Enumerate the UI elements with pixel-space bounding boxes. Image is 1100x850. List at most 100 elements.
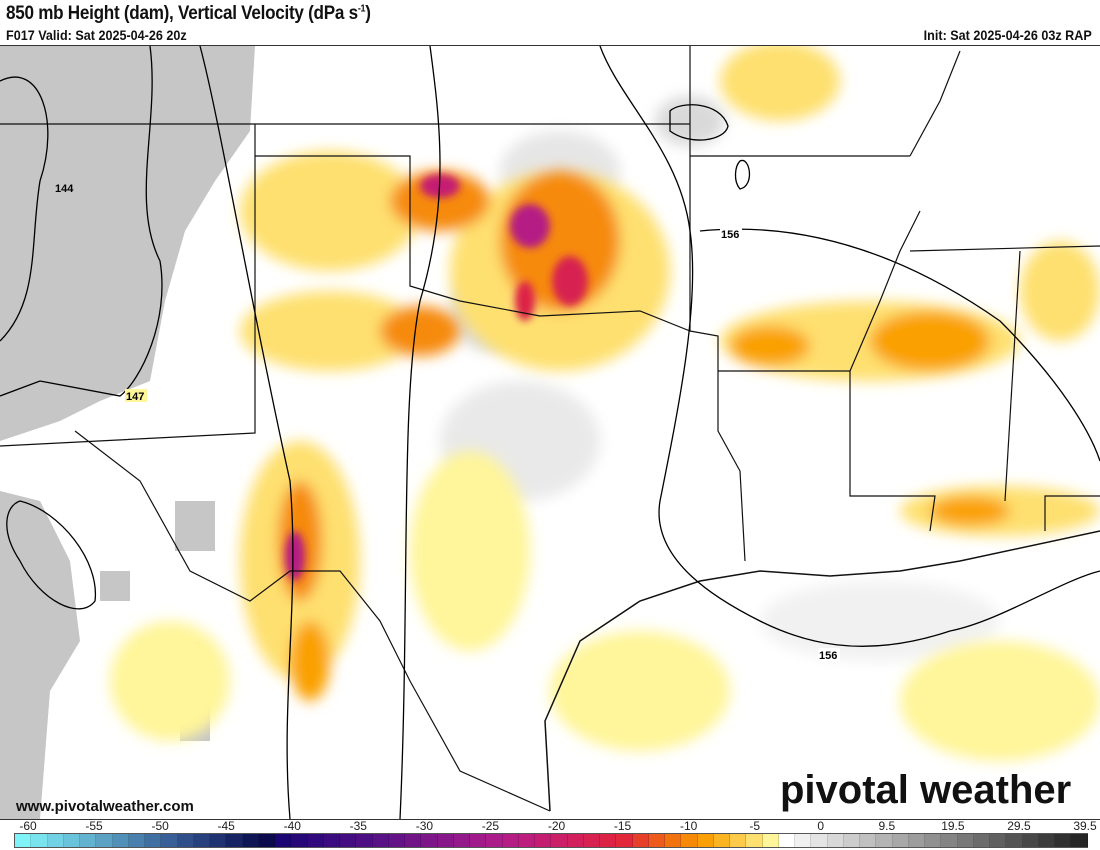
colorbar-swatch [908,834,925,847]
colorbar-swatch [730,834,747,847]
valid-time: F017 Valid: Sat 2025-04-26 20z [6,27,187,43]
ascent-areas [110,46,1100,761]
height-contours [0,46,1100,819]
colorbar-swatch [323,834,340,847]
colorbar-swatch [63,834,80,847]
init-time: Init: Sat 2025-04-26 03z RAP [923,27,1092,43]
colorbar-swatch [15,834,32,847]
title-close: ) [365,3,371,24]
colorbar-swatch [128,834,145,847]
colorbar-tick-label: -40 [283,819,301,833]
contour-labels: 144 147 156 156 [54,181,840,662]
colorbar-swatch [876,834,893,847]
colorbar-swatch [681,834,698,847]
colorbar-swatch [226,834,243,847]
title-superscript: -1 [357,3,366,15]
colorbar-swatch [827,834,844,847]
colorbar-swatch [486,834,503,847]
colorbar-swatch [80,834,97,847]
colorbar-swatch [1006,834,1023,847]
colorbar-swatch [941,834,958,847]
contour-label-147: 147 [126,391,144,403]
colorbar-swatch [405,834,422,847]
title-text: 850 mb Height (dam), Vertical Velocity (… [6,3,358,24]
colorbar-swatch [648,834,665,847]
contour-label-156: 156 [721,229,739,241]
contour-label-156-south: 156 [819,650,837,662]
colorbar-swatch [973,834,990,847]
map-canvas: 144 147 156 156 [0,46,1100,819]
colorbar-tick-label: -5 [749,819,761,833]
colorbar-swatch [1038,834,1055,847]
contour-label-144: 144 [55,183,74,195]
colorbar-swatch [616,834,633,847]
colorbar-swatch [210,834,227,847]
colorbar-swatch [275,834,292,847]
colorbar-swatch [470,834,487,847]
colorbar-swatch [632,834,649,847]
colorbar-swatch [388,834,405,847]
colorbar-tick-label: -50 [151,819,169,833]
colorbar-swatch [307,834,324,847]
colorbar-swatch [583,834,600,847]
colorbar-tick-label: -10 [679,819,698,833]
colorbar-swatch [567,834,584,847]
colorbar-swatch [795,834,812,847]
colorbar-swatch [161,834,178,847]
colorbar-tick-label: -60 [19,819,37,833]
pivotal-weather-logo: pivotal weather [780,768,1072,812]
colorbar-swatch [811,834,828,847]
colorbar-tick-label: 0 [817,819,825,833]
colorbar-swatch [372,834,389,847]
colorbar-tick-label: -30 [415,819,434,833]
colorbar-swatch [112,834,129,847]
colorbar-swatch [697,834,714,847]
colorbar-swatch [665,834,682,847]
colorbar-tick-label: 19.5 [941,819,965,833]
colorbar-swatch [762,834,779,847]
colorbar-swatch [778,834,795,847]
colorbar-swatch [453,834,470,847]
colorbar-swatch [31,834,48,847]
colorbar-swatch [356,834,373,847]
colorbar-swatch [437,834,454,847]
colorbar-tick-label: -55 [85,819,103,833]
colorbar-tick-label: 9.5 [878,819,896,833]
colorbar-swatch [551,834,568,847]
colorbar-tick-label: -15 [613,819,632,833]
colorbar-swatch [600,834,617,847]
colorbar-swatch [843,834,860,847]
colorbar-swatch [193,834,210,847]
map-title: 850 mb Height (dam), Vertical Velocity (… [6,3,371,25]
colorbar-swatch [47,834,64,847]
weather-map[interactable]: 144 147 156 156 www.pivotalweather.com p… [0,45,1100,820]
colorbar-swatch [1071,834,1088,847]
colorbar-swatch [957,834,974,847]
colorbar-tick-label: -25 [481,819,500,833]
website-watermark: www.pivotalweather.com [16,798,194,815]
colorbar-swatch [518,834,535,847]
colorbar-swatch [860,834,877,847]
colorbar-swatch [990,834,1007,847]
colorbar-swatch [145,834,162,847]
colorbar-swatch [1022,834,1039,847]
colorbar-swatch [421,834,438,847]
colorbar-swatch [242,834,259,847]
colorbar-labels: -60 -55 -50 -45 -40 -35 -30 -25 -20 -15 -10 -5 0 9.5 1… [0,819,1100,833]
colorbar-swatch [1055,834,1072,847]
colorbar-tick-label: 29.5 [1007,819,1031,833]
colorbar-tick-label: -20 [547,819,566,833]
colorbar-swatch [177,834,194,847]
colorbar-swatch [535,834,552,847]
colorbar-swatch [502,834,519,847]
colorbar-swatch [713,834,730,847]
colorbar-swatch [340,834,357,847]
colorbar-tick-label: -35 [349,819,367,833]
state-borders [0,46,1100,812]
colorbar-swatch [291,834,308,847]
colorbar-tick-label: 39.5 [1073,819,1097,833]
colorbar-swatch [892,834,909,847]
colorbar-swatch [925,834,942,847]
colorbar-swatch [96,834,113,847]
colorbar-swatch [746,834,763,847]
